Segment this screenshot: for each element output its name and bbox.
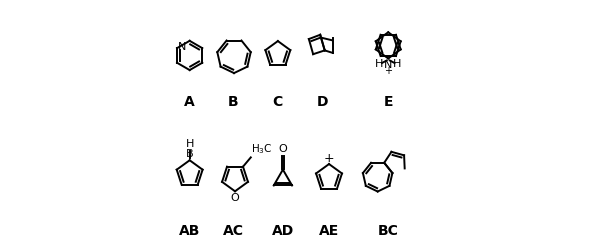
Text: D: D xyxy=(317,95,329,109)
Text: AB: AB xyxy=(179,224,201,238)
Text: +: + xyxy=(324,152,335,165)
Text: N: N xyxy=(384,60,392,70)
Text: H: H xyxy=(375,59,384,69)
Text: A: A xyxy=(184,95,195,109)
Text: AD: AD xyxy=(272,224,294,238)
Text: +: + xyxy=(384,66,392,76)
Text: O: O xyxy=(231,193,240,203)
Text: H: H xyxy=(393,59,401,69)
Text: AE: AE xyxy=(319,224,339,238)
Text: C: C xyxy=(273,95,283,109)
Text: B: B xyxy=(186,149,194,159)
Text: AC: AC xyxy=(223,224,244,238)
Text: H$_3$C: H$_3$C xyxy=(251,143,273,156)
Text: H: H xyxy=(185,139,194,149)
Text: N: N xyxy=(178,42,186,52)
Text: E: E xyxy=(384,95,393,109)
Text: O: O xyxy=(278,144,287,154)
Text: B: B xyxy=(228,95,238,109)
Text: BC: BC xyxy=(378,224,399,238)
